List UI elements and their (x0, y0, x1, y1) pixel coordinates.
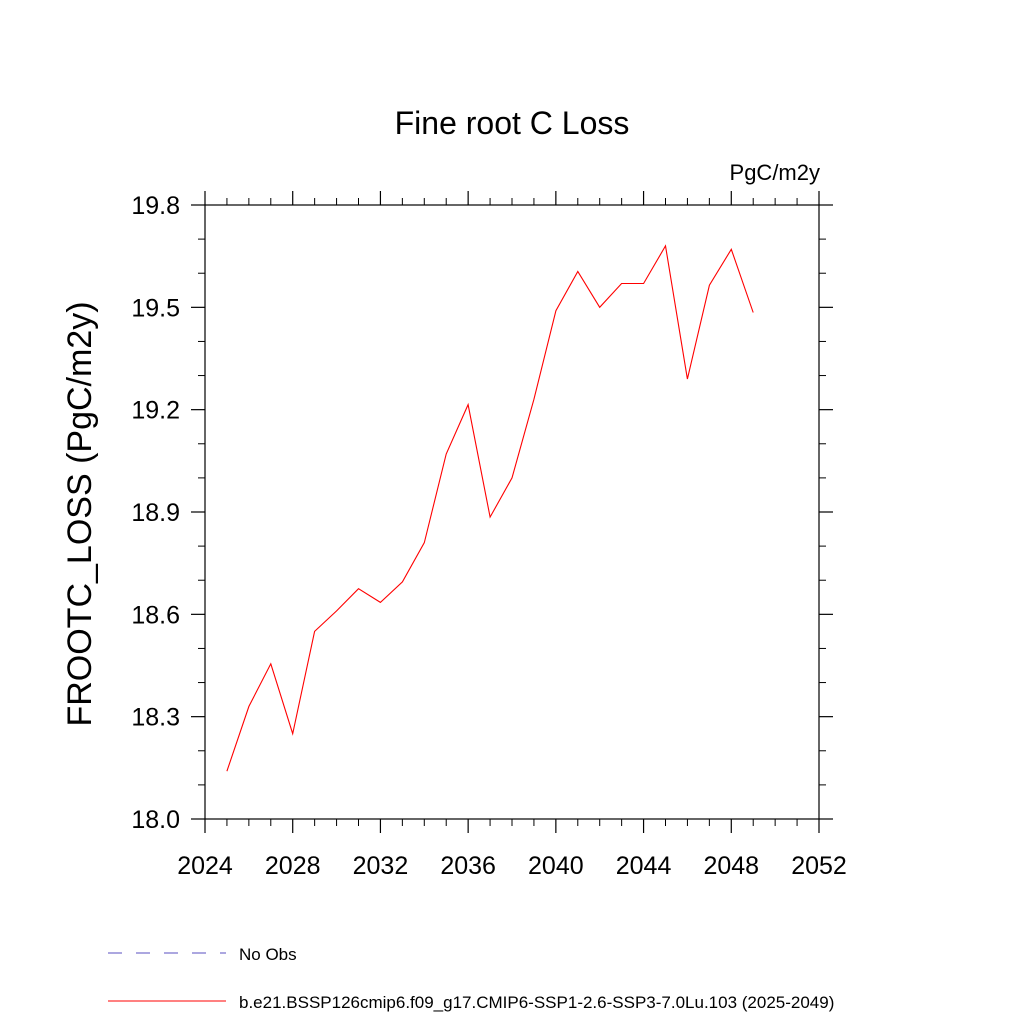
y-tick-label: 18.0 (131, 806, 180, 834)
y-tick-label: 19.2 (131, 397, 180, 425)
plot-frame (204, 204, 820, 820)
y-tick-label: 18.9 (131, 499, 180, 527)
legend-label: b.e21.BSSP126cmip6.f09_g17.CMIP6-SSP1-2.… (239, 993, 834, 1012)
legend-label: No Obs (239, 945, 297, 964)
x-tick-label: 2052 (791, 852, 847, 880)
series-line (226, 244, 754, 772)
legend: No Obs b.e21.BSSP126cmip6.f09_g17.CMIP6-S… (108, 945, 834, 1012)
y-tick-label: 19.8 (131, 192, 180, 220)
x-tick-label: 2036 (440, 852, 496, 880)
x-tick-label: 2032 (353, 852, 409, 880)
x-tick-label: 2048 (703, 852, 759, 880)
y-tick-label: 18.3 (131, 704, 180, 732)
y-axis-label: FROOTC_LOSS (PgC/m2y) (61, 301, 99, 726)
x-tick-label: 2028 (265, 852, 321, 880)
axis-ticks (191, 191, 833, 833)
x-tick-label: 2044 (616, 852, 672, 880)
units-label: PgC/m2y (730, 160, 820, 185)
y-tick-label: 18.6 (131, 601, 180, 629)
x-tick-label: 2040 (528, 852, 584, 880)
series-layer (226, 244, 754, 772)
x-tick-labels: 2024 2028 2032 2036 2040 2044 2048 2052 (177, 852, 847, 880)
y-tick-labels: 18.0 18.3 18.6 18.9 19.2 19.5 19.8 (131, 192, 180, 834)
x-tick-label: 2024 (177, 852, 233, 880)
chart-title: Fine root C Loss (395, 105, 630, 141)
y-tick-label: 19.5 (131, 294, 180, 322)
